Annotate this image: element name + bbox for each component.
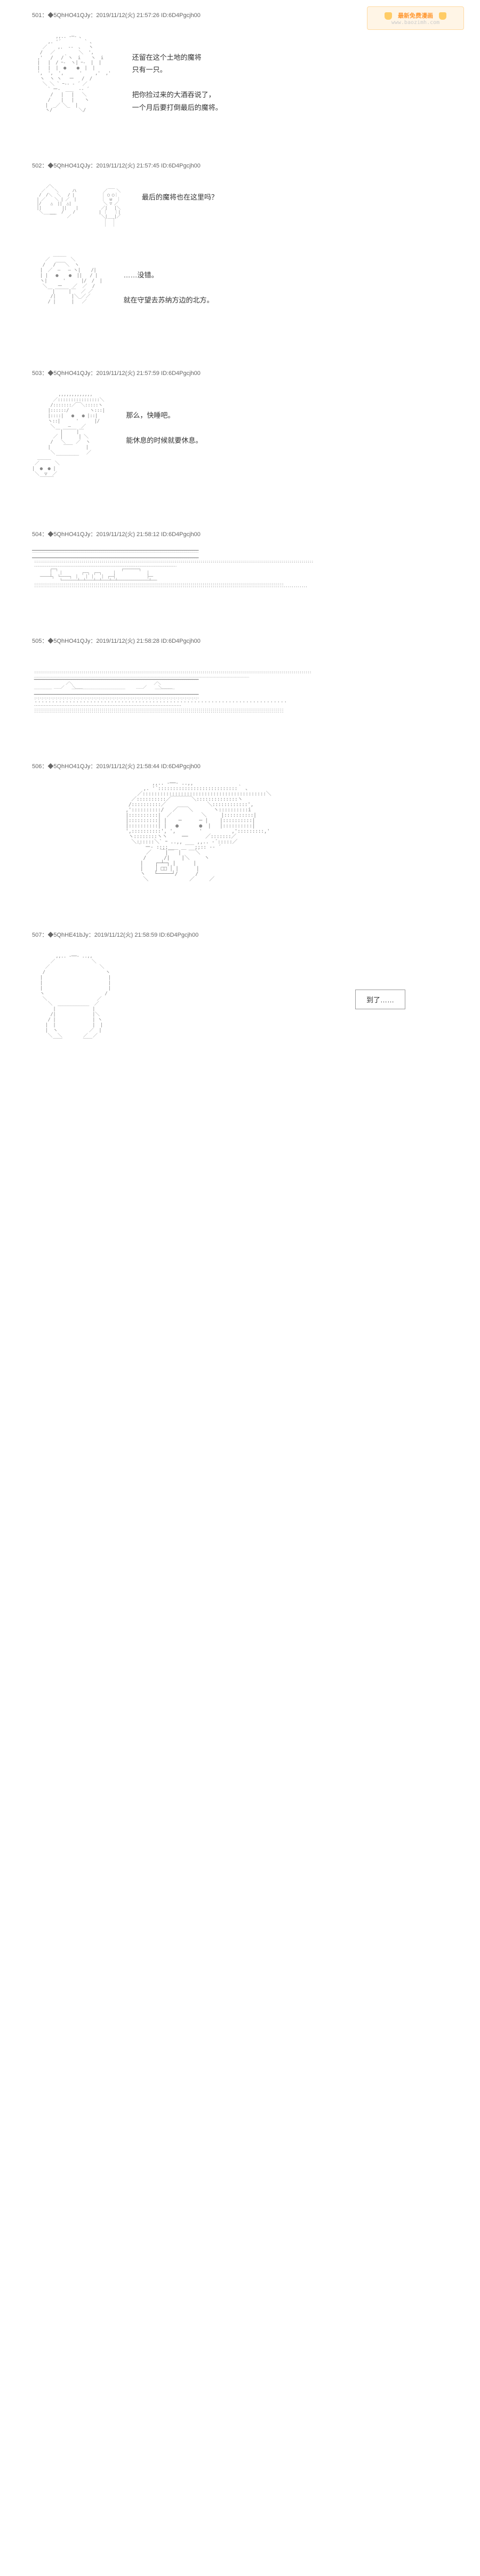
post-502: 502：◆5QhHO41QJy：2019/11/12(火) 21:57:45 I… [0,150,480,358]
dialogue-box: 到了…… [355,990,405,1009]
dialogue-text: 还留在这个土地的魔将 只有一只。 把你捡过来的大酒吞说了， 一个月后要打倒最后的… [132,51,222,114]
ascii-character: ,,.. -─- 、 ,. '´ ` 、 ／ ,. -‐ ､ ヽ / ／ ＼ '… [32,35,111,114]
ascii-character: _____ ／ ＼ / /￣￣＼ ヽ | ／ ― ― ヽ| /| | | ● ●… [32,252,102,305]
post-body: ,,,,,,,,,,,,, ／::::::::::::::::＼ /::::::… [32,388,448,487]
post-507: 507：◆5QhHE41bJy：2019/11/12(火) 21:58:59 I… [0,920,480,1081]
post-header: 502：◆5QhHO41QJy：2019/11/12(火) 21:57:45 I… [32,161,448,170]
post-header: 507：◆5QhHE41bJy：2019/11/12(火) 21:58:59 I… [32,930,448,939]
post-header: 503：◆5QhHO41QJy：2019/11/12(火) 21:57:59 I… [32,369,448,377]
post-header: 504：◆5QhHO41QJy：2019/11/12(火) 21:58:12 I… [32,530,448,538]
post-504: 504：◆5QhHO41QJy：2019/11/12(火) 21:58:12 I… [0,519,480,626]
post-503: 503：◆5QhHO41QJy：2019/11/12(火) 21:57:59 I… [0,358,480,519]
post-506: 506：◆5QhHO41QJy：2019/11/12(火) 21:58:44 I… [0,751,480,920]
ascii-characters: ,,,,,,,,,,,,, ／::::::::::::::::＼ /::::::… [32,393,105,482]
post-body: ,,.. -─- 、 ,. '´ ` 、 ／ ,. -‐ ､ ヽ / ／ ＼ '… [32,30,448,118]
dialogue-text: 那么，快睡吧。 能休息的时候就要休息。 [126,409,202,446]
post-header: 506：◆5QhHO41QJy：2019/11/12(火) 21:58:44 I… [32,762,448,770]
dialogue-text: 最后的魔将也在这里吗？ [142,191,218,203]
post-header: 505：◆5QhHO41QJy：2019/11/12(火) 21:58:28 I… [32,636,448,645]
post-header: 501：◆5QhHO41QJy：2019/11/12(火) 21:57:26 I… [32,11,448,19]
post-body: ,,.. -──- ..,, ／ ＼ ／ ＼ / ヽ | | | | | | ヽ [32,950,448,1049]
dialogue-text: ……没错。 就在守望去苏纳方边的北方。 [123,269,213,306]
ascii-portrait: ,,.. -──- ..,, ,. '´::::::::::::::::::::… [96,781,448,882]
ascii-tree: ／＼ ／ ＼ ハ / /＼ ＼ / | | ／ ＼ | ／ | |/ △ || … [32,185,78,219]
ascii-back-figure: ,,.. -──- ..,, ／ ＼ ／ ＼ / ヽ | | | | | | ヽ [32,954,111,1044]
ascii-landscape: ━━━━━━━━━━━━━━━━━━━━━━━━━━━━━━━━━━━━━━━━… [32,549,448,590]
row-2: _____ ／ ＼ / /￣￣＼ ヽ | ／ ― ― ヽ| /| | | ● ●… [32,248,448,310]
ascii-mascot: ___ ／ ＼ ｜ ◯ ◯｜ ｜ ω ｜ ＼ ▽ ／ ／| |＼ | ｜ ｜| … [94,185,121,227]
ascii-landscape: ::::::::::::::::::::::::::::::::::::::::… [32,656,448,715]
post-505: 505：◆5QhHO41QJy：2019/11/12(火) 21:58:28 I… [0,626,480,751]
post-501: 501：◆5QhHO41QJy：2019/11/12(火) 21:57:26 I… [0,0,480,150]
row-1: ／＼ ／ ＼ ハ / /＼ ＼ / | | ／ ＼ | ／ | |/ △ || … [32,180,448,232]
